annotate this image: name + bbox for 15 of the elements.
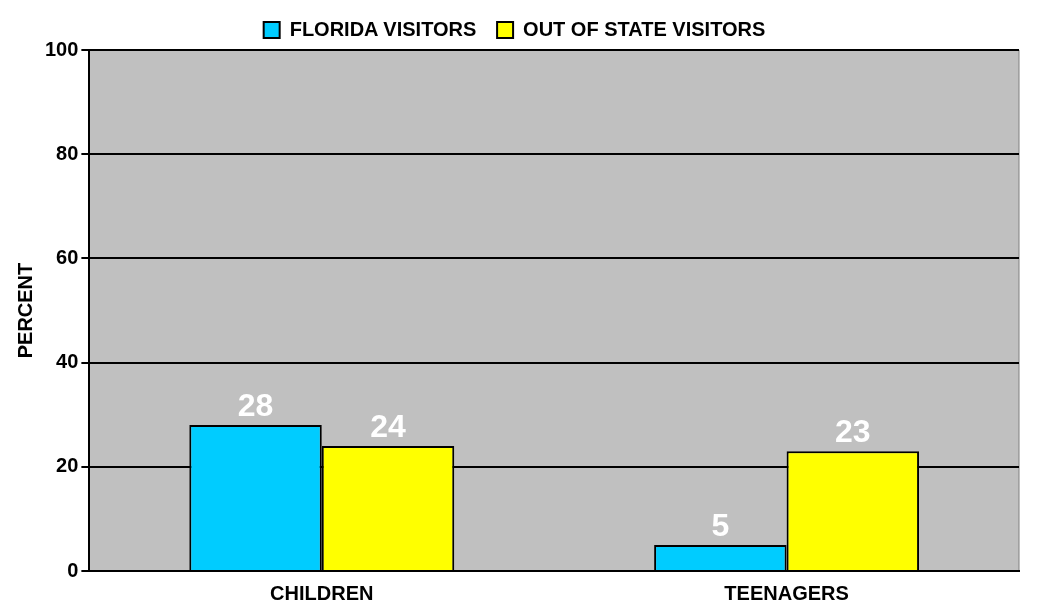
y-tick-label: 40 [56, 350, 79, 373]
y-tick-label: 100 [44, 37, 79, 60]
y-tick-label: 60 [56, 245, 79, 268]
y-axis-title: PERCENT [13, 262, 36, 359]
data-label: 24 [370, 407, 407, 444]
legend-label: FLORIDA VISITORS [289, 17, 477, 40]
data-label: 23 [835, 413, 871, 449]
x-tick-label: CHILDREN [270, 581, 374, 604]
y-tick-label: 20 [56, 454, 79, 477]
y-tick-label: 80 [56, 141, 79, 164]
legend-label: OUT OF STATE VISITORS [523, 17, 766, 40]
y-tick-label: 0 [67, 558, 79, 581]
data-label: 5 [711, 506, 730, 543]
data-label: 28 [237, 386, 274, 423]
x-tick-label: TEENAGERS [724, 581, 849, 604]
